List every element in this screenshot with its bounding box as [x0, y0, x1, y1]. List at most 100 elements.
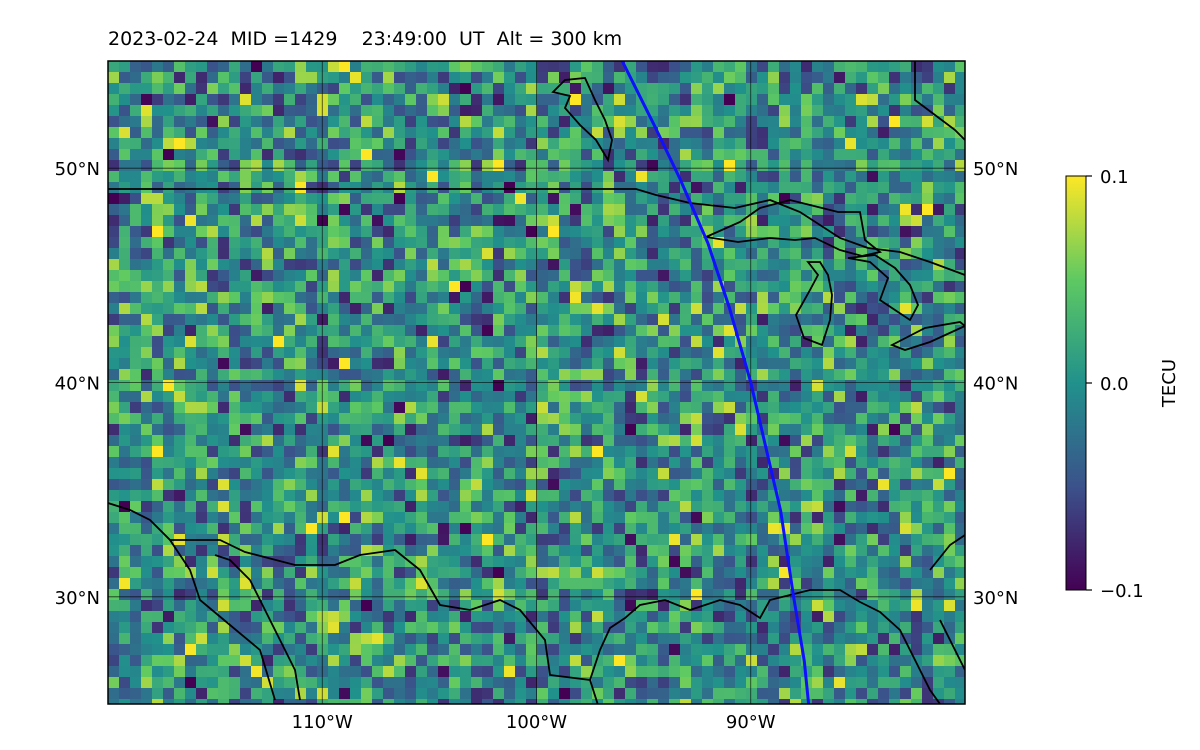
tec-cell	[867, 226, 879, 238]
tec-cell	[526, 688, 538, 700]
tec-cell	[746, 336, 758, 348]
tec-cell	[955, 358, 965, 370]
tec-cell	[559, 545, 571, 557]
tec-cell	[262, 468, 274, 480]
tec-cell	[273, 501, 285, 513]
tec-cell	[768, 281, 780, 293]
tec-cell	[405, 237, 417, 249]
tec-cell	[295, 545, 307, 557]
tec-cell	[141, 72, 153, 84]
tec-cell	[361, 259, 373, 271]
tec-cell	[944, 270, 956, 282]
tec-cell	[658, 127, 670, 139]
tec-cell	[196, 292, 208, 304]
tec-cell	[790, 259, 802, 271]
tec-cell	[900, 303, 912, 315]
tec-cell	[262, 171, 274, 183]
tec-cell	[933, 688, 945, 700]
tec-cell	[592, 446, 604, 458]
tec-cell	[130, 622, 142, 634]
tec-cell	[438, 611, 450, 623]
tec-cell	[251, 424, 263, 436]
tec-cell	[251, 479, 263, 491]
tec-cell	[911, 61, 923, 73]
tec-cell	[603, 171, 615, 183]
tec-cell	[273, 688, 285, 700]
tec-cell	[163, 171, 175, 183]
tec-cell	[130, 83, 142, 95]
tec-cell	[493, 490, 505, 502]
tec-cell	[515, 314, 527, 326]
tec-cell	[394, 501, 406, 513]
tec-cell	[207, 369, 219, 381]
tec-cell	[537, 479, 549, 491]
tec-cell	[845, 303, 857, 315]
tec-cell	[922, 567, 934, 579]
tec-cell	[207, 303, 219, 315]
tec-cell	[317, 402, 329, 414]
tec-cell	[625, 479, 637, 491]
tec-cell	[944, 677, 956, 689]
tec-cell	[350, 182, 362, 194]
tec-cell	[328, 325, 340, 337]
tec-cell	[680, 83, 692, 95]
tec-cell	[779, 160, 791, 172]
tec-cell	[713, 149, 725, 161]
tec-cell	[944, 204, 956, 216]
tec-cell	[944, 435, 956, 447]
tec-cell	[922, 248, 934, 260]
tec-cell	[537, 127, 549, 139]
tec-cell	[108, 347, 120, 359]
tec-cell	[537, 457, 549, 469]
tec-cell	[515, 325, 527, 337]
tec-cell	[933, 171, 945, 183]
tec-cell	[845, 699, 857, 704]
tec-cell	[658, 204, 670, 216]
tec-cell	[438, 567, 450, 579]
tec-cell	[933, 589, 945, 601]
tec-cell	[196, 325, 208, 337]
tec-cell	[251, 259, 263, 271]
tec-cell	[889, 688, 901, 700]
tec-cell	[856, 479, 868, 491]
tec-cell	[801, 556, 813, 568]
tec-cell	[933, 413, 945, 425]
tec-cell	[834, 369, 846, 381]
tec-cell	[108, 688, 120, 700]
tec-cell	[141, 61, 153, 73]
tec-cell	[933, 567, 945, 579]
tec-cell	[471, 226, 483, 238]
tec-cell	[867, 688, 879, 700]
tec-cell	[273, 391, 285, 403]
tec-cell	[141, 160, 153, 172]
tec-cell	[702, 314, 714, 326]
tec-cell	[284, 402, 296, 414]
tec-cell	[394, 259, 406, 271]
tec-cell	[218, 523, 230, 535]
tec-cell	[790, 391, 802, 403]
tec-cell	[350, 303, 362, 315]
tec-cell	[185, 556, 197, 568]
tec-cell	[119, 336, 131, 348]
tec-cell	[251, 556, 263, 568]
tec-cell	[834, 677, 846, 689]
tec-cell	[735, 468, 747, 480]
tec-cell	[559, 556, 571, 568]
tec-cell	[394, 61, 406, 73]
tec-cell	[746, 468, 758, 480]
tec-cell	[394, 160, 406, 172]
tec-cell	[185, 72, 197, 84]
tec-cell	[383, 314, 395, 326]
tec-cell	[658, 688, 670, 700]
tec-cell	[559, 468, 571, 480]
tec-cell	[141, 501, 153, 513]
tec-cell	[229, 490, 241, 502]
tec-cell	[262, 204, 274, 216]
tec-cell	[163, 292, 175, 304]
tec-cell	[900, 490, 912, 502]
tec-cell	[548, 688, 560, 700]
tec-cell	[559, 347, 571, 359]
tec-cell	[790, 72, 802, 84]
tec-cell	[691, 292, 703, 304]
tec-cell	[845, 589, 857, 601]
